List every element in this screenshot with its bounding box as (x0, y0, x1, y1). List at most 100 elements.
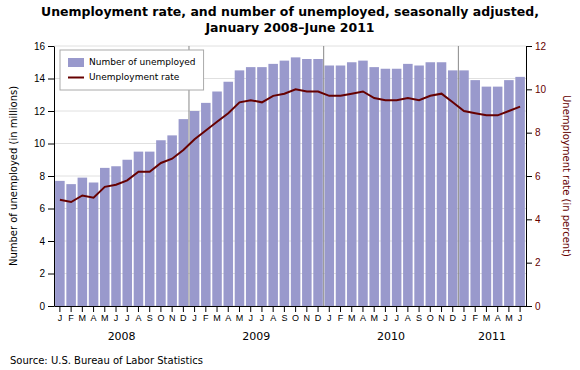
tick: 0 (39, 301, 54, 312)
tick: N (438, 306, 445, 323)
tick: 14 (34, 73, 54, 84)
tick-mark (396, 306, 397, 312)
tick-label: S (281, 313, 287, 323)
bar-series (55, 57, 525, 306)
tick-mark (526, 89, 532, 90)
tick-mark (217, 306, 218, 312)
tick-label: 2 (535, 257, 541, 268)
tick-label: 0 (535, 301, 541, 312)
year-label: 2011 (478, 330, 506, 343)
tick: O (427, 306, 434, 323)
tick-mark (351, 306, 352, 312)
bar (403, 64, 413, 306)
tick: 6 (39, 203, 54, 214)
grid (54, 46, 526, 306)
tick-label: S (147, 313, 153, 323)
tick-label: A (360, 313, 366, 323)
bar (437, 62, 447, 306)
tick-mark (82, 306, 83, 312)
tick-label: 0 (39, 301, 45, 312)
tick-mark (71, 306, 72, 312)
tick-mark (508, 306, 509, 312)
bar (504, 80, 514, 306)
tick: J (383, 306, 388, 323)
tick: J (114, 306, 119, 323)
tick-label: F (338, 313, 344, 323)
legend-swatch (68, 58, 84, 67)
tick-mark (526, 263, 532, 264)
tick-label: 4 (535, 214, 541, 225)
tick-mark (48, 176, 54, 177)
tick-mark (48, 274, 54, 275)
tick-mark (452, 306, 453, 312)
tick: S (416, 306, 422, 323)
tick: 4 (526, 214, 541, 225)
bar (347, 62, 357, 306)
bar (426, 62, 436, 306)
tick-label: J (327, 313, 332, 323)
plot-area (55, 46, 525, 306)
tick: M (370, 306, 378, 323)
tick-mark (329, 306, 330, 312)
tick: S (281, 306, 287, 323)
bar (493, 87, 503, 306)
tick-label: J (518, 313, 523, 323)
tick: 12 (526, 41, 547, 52)
tick-mark (526, 46, 532, 47)
tick-label: O (427, 313, 434, 323)
tick: O (292, 306, 299, 323)
tick: D (315, 306, 322, 323)
tick-label: M (483, 313, 491, 323)
tick-mark (250, 306, 251, 312)
tick: F (68, 306, 74, 323)
tick-label: M (213, 313, 221, 323)
legend-item: Number of unemployed (68, 57, 196, 67)
tick: M (236, 306, 244, 323)
tick: 10 (34, 138, 54, 149)
tick-label: J (462, 313, 467, 323)
tick-mark (93, 306, 94, 312)
y-axis-title: Number of unemployed (in millions) (8, 86, 19, 266)
bar (280, 61, 290, 306)
tick: J (125, 306, 130, 323)
tick: A (270, 306, 276, 323)
bar (111, 166, 121, 306)
tick-label: 10 (535, 84, 547, 95)
tick: 12 (34, 106, 54, 117)
tick: J (518, 306, 523, 323)
tick: J (192, 306, 197, 323)
tick-label: 4 (39, 236, 45, 247)
tick-label: 16 (34, 41, 46, 52)
tick-label: M (505, 313, 513, 323)
tick-label: D (450, 313, 457, 323)
tick-mark (104, 306, 105, 312)
tick-mark (239, 306, 240, 312)
tick-mark (526, 306, 532, 307)
tick: A (91, 306, 97, 323)
year-divider (458, 46, 459, 306)
tick-mark (318, 306, 319, 312)
tick-mark (205, 306, 206, 312)
source: Source: U.S. Bureau of Labor Statistics (10, 355, 203, 366)
tick-label: M (370, 313, 378, 323)
tick-label: J (125, 313, 130, 323)
tick-label: F (68, 313, 74, 323)
tick: A (225, 306, 231, 323)
tick-mark (362, 306, 363, 312)
tick: M (348, 306, 356, 323)
tick-mark (160, 306, 161, 312)
tick: J (394, 306, 399, 323)
tick-mark (48, 46, 54, 47)
year-divider (323, 46, 324, 306)
tick: D (180, 306, 187, 323)
tick-mark (194, 306, 195, 312)
tick: N (169, 306, 176, 323)
bar (100, 168, 110, 306)
tick: 0 (526, 301, 541, 312)
tick-mark (138, 306, 139, 312)
tick-mark (172, 306, 173, 312)
tick-label: A (135, 313, 141, 323)
tick-label: 6 (535, 171, 541, 182)
bar (336, 66, 346, 307)
tick-mark (48, 79, 54, 80)
